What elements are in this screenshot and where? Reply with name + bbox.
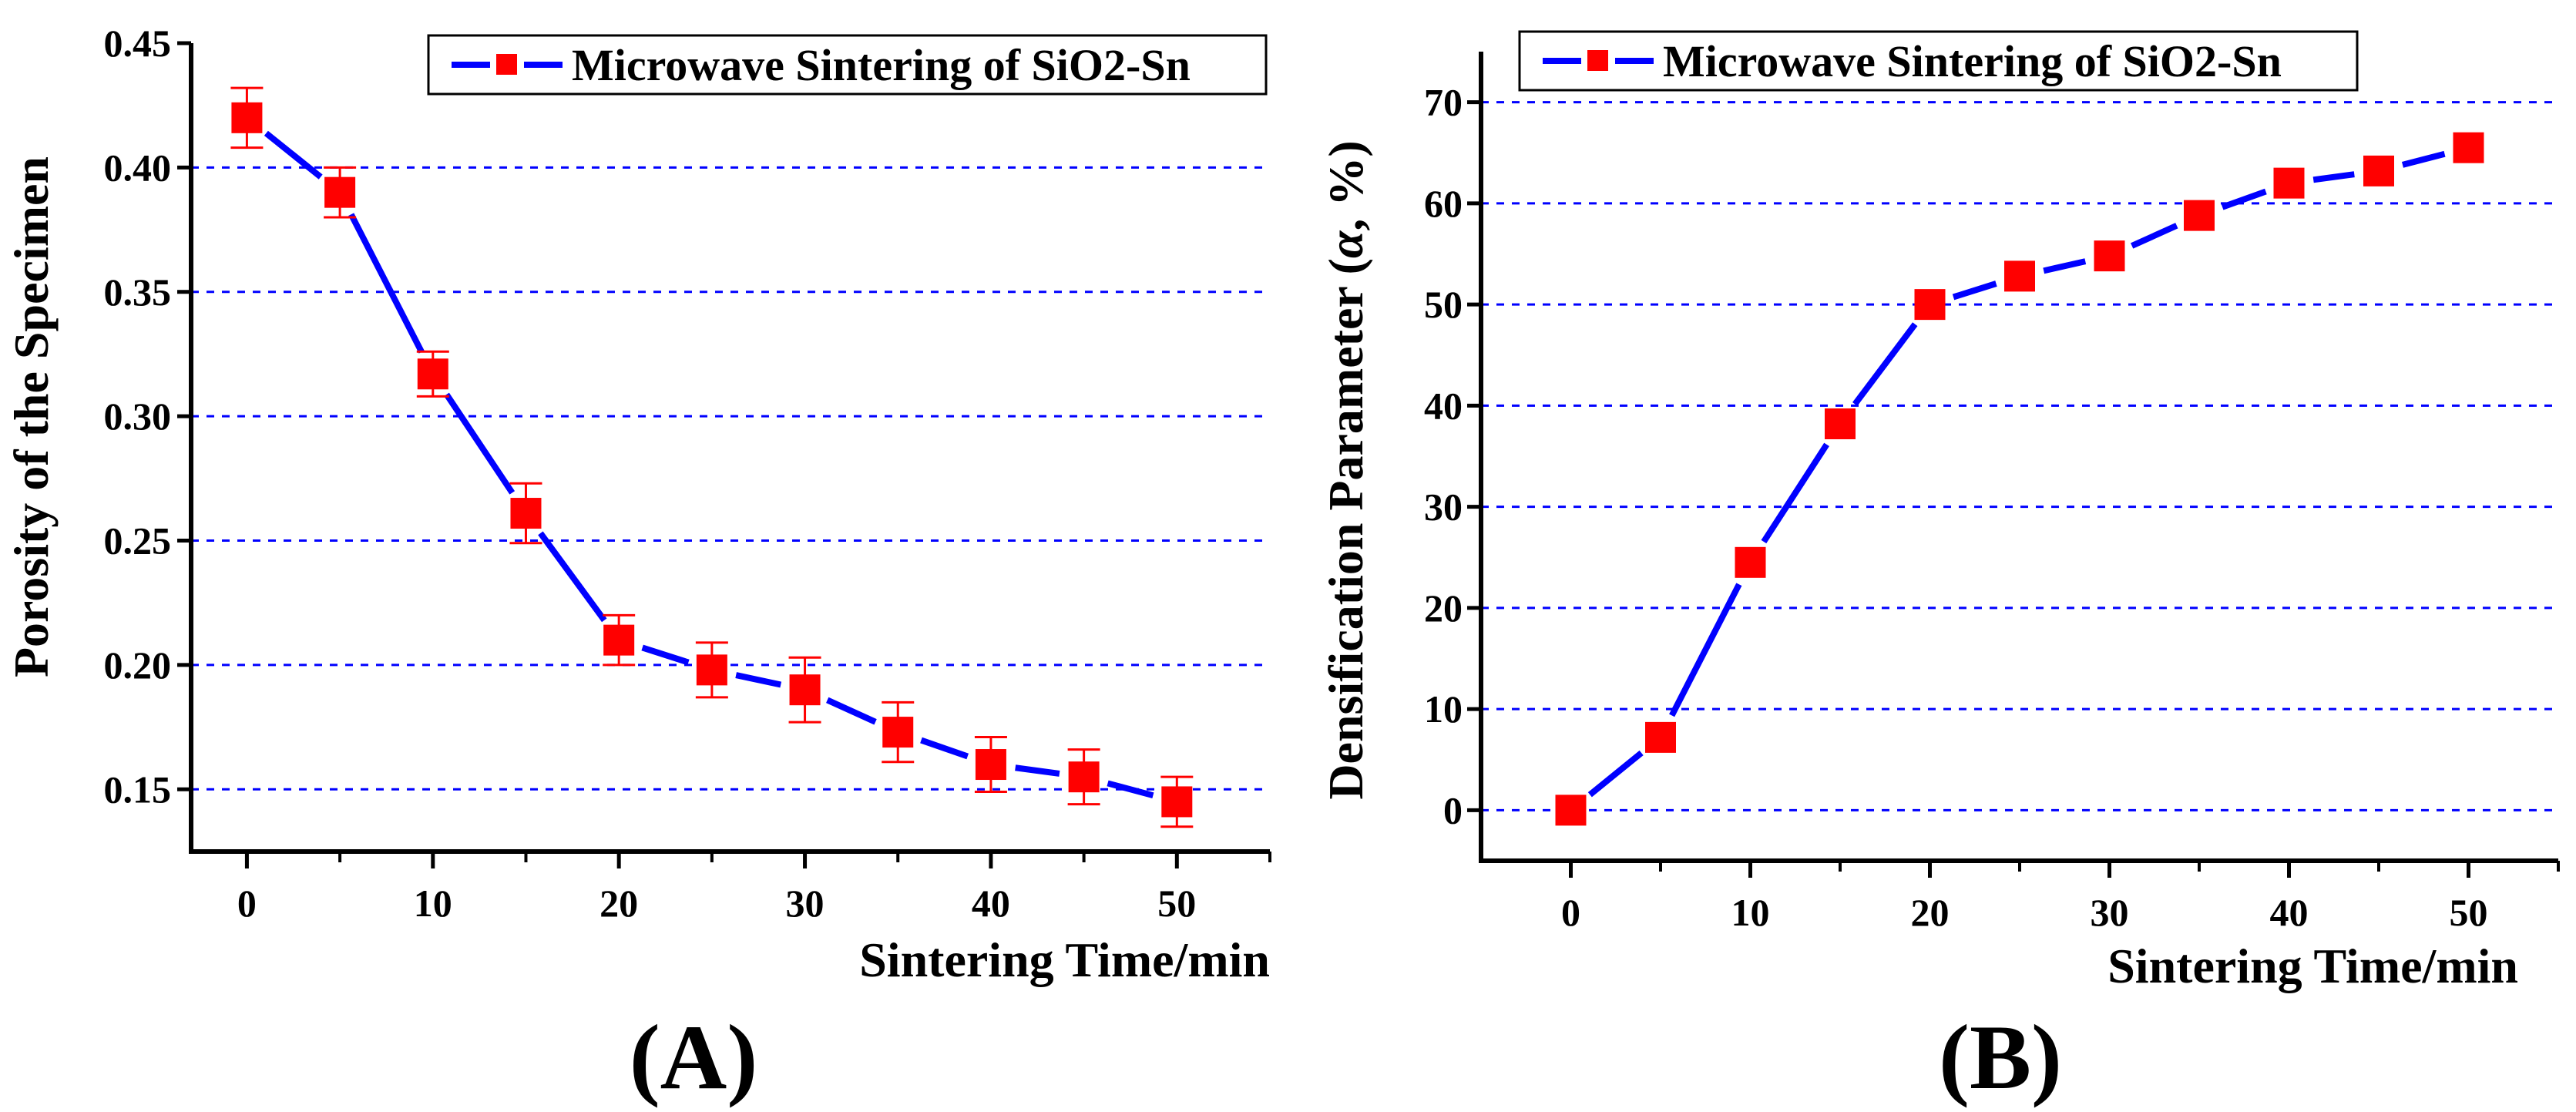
y-axis-title-symbol: α (1318, 230, 1373, 258)
y-axis-title-unit: , %) (1318, 140, 1373, 230)
data-point-marker (1645, 721, 1676, 753)
series-line-segment (1015, 764, 1060, 777)
y-tick-label: 0.15 (104, 768, 172, 811)
series-line-segment (2221, 188, 2267, 210)
y-tick-label: 20 (1424, 586, 1463, 630)
series-line-segment (1952, 281, 1997, 301)
x-axis-title: Sintering Time/min (2107, 939, 2518, 993)
data-point-marker (510, 498, 542, 529)
data-point-marker (603, 624, 635, 656)
y-tick-label: 0.30 (104, 395, 172, 438)
y-tick-label: 10 (1424, 687, 1463, 731)
series-line-segment (2043, 258, 2087, 274)
series-line-segment (920, 737, 969, 760)
x-tick-label: 30 (786, 882, 825, 925)
data-point-marker (1555, 795, 1587, 826)
series-line-segment (1852, 322, 1918, 406)
data-point-marker (2273, 167, 2305, 199)
y-tick-label: 0.40 (104, 146, 172, 189)
y-axis-title-text: Porosity of the Specimen (4, 156, 59, 677)
y-tick-label: 60 (1424, 182, 1463, 225)
x-axis-title: Sintering Time/min (859, 932, 1270, 987)
data-point-marker (1068, 761, 1100, 793)
x-tick-label: 50 (2450, 891, 2488, 934)
series-line-segment (348, 213, 425, 354)
data-point-marker (696, 654, 727, 686)
y-tick-label: 40 (1424, 384, 1463, 427)
legend-label: Microwave Sintering of SiO2-Sn (1663, 36, 2282, 86)
data-point-marker (1161, 786, 1193, 818)
series-line-segment (735, 672, 782, 688)
data-point-marker (231, 102, 263, 133)
y-axis-title-text: Densification Parameter ( (1318, 258, 1373, 800)
series-line-segment (826, 697, 877, 725)
x-tick-label: 10 (414, 882, 452, 925)
y-axis-title: Densification Parameter (α, %) (1318, 140, 1373, 799)
data-point-marker (789, 674, 821, 706)
series-line-segment (2401, 150, 2446, 168)
data-point-marker (2094, 240, 2125, 272)
data-point-marker (417, 358, 448, 390)
data-point-marker (2184, 200, 2215, 231)
data-point-marker (882, 717, 914, 748)
series-line-segment (1669, 583, 1742, 717)
legend-box (1518, 30, 2359, 92)
x-tick-label: 10 (1731, 891, 1770, 934)
data-point-marker (2453, 132, 2484, 163)
series-line-segment (2312, 171, 2355, 183)
series-line-segment (264, 130, 323, 180)
series-line-segment (444, 392, 516, 495)
x-tick-label: 40 (2270, 891, 2309, 934)
data-point-marker (975, 749, 1006, 781)
data-point-marker (1914, 289, 1946, 321)
series-line-segment (641, 644, 690, 666)
data-point-marker (2004, 260, 2035, 292)
legend-label: Microwave Sintering of SiO2-Sn (572, 40, 1191, 90)
chart-b-densification: 0 10 20 30 40 50 60 70 0 10 20 30 40 50 Sintering Time… (1318, 30, 2560, 1108)
data-point-marker (1735, 546, 1766, 578)
y-tick-label: 0.20 (104, 643, 172, 687)
y-tick-label: 0.35 (104, 270, 172, 314)
x-tick-label: 0 (237, 882, 257, 925)
y-tick-label: 0 (1443, 788, 1463, 831)
series-line-segment (2131, 223, 2178, 249)
y-tick-label: 70 (1424, 81, 1463, 124)
panel-label: (A) (630, 1006, 758, 1108)
legend: Microwave Sintering of SiO2-Sn (1518, 30, 2359, 92)
legend: Microwave Sintering of SiO2-Sn (427, 34, 1268, 96)
legend-marker-icon (496, 54, 517, 75)
y-tick-label: 0.25 (104, 519, 172, 563)
y-tick-label: 0.45 (104, 22, 172, 65)
x-tick-label: 20 (599, 882, 638, 925)
legend-marker-icon (1587, 50, 1608, 71)
panel-label: (B) (1939, 1006, 2062, 1108)
x-tick-label: 50 (1157, 882, 1196, 925)
legend-box (427, 34, 1268, 96)
x-tick-label: 20 (1911, 891, 1950, 934)
chart-a-porosity: 0.15 0.20 0.25 0.30 0.35 0.40 0.45 0 10 20 30 40 50 S… (4, 22, 1271, 1108)
y-tick-label: 30 (1424, 485, 1463, 529)
x-tick-label: 30 (2091, 891, 2129, 934)
series-line-segment (538, 531, 607, 623)
data-point-marker (1825, 408, 1856, 439)
series-line-segment (1107, 780, 1154, 799)
series-line-segment (1587, 750, 1644, 798)
data-point-marker (2363, 155, 2394, 186)
x-tick-label: 40 (972, 882, 1010, 925)
y-tick-label: 50 (1424, 283, 1463, 326)
data-point-marker (324, 176, 356, 208)
y-axis-title: Porosity of the Specimen (4, 156, 59, 677)
x-tick-label: 0 (1561, 891, 1580, 934)
series-line-segment (1761, 442, 1829, 544)
